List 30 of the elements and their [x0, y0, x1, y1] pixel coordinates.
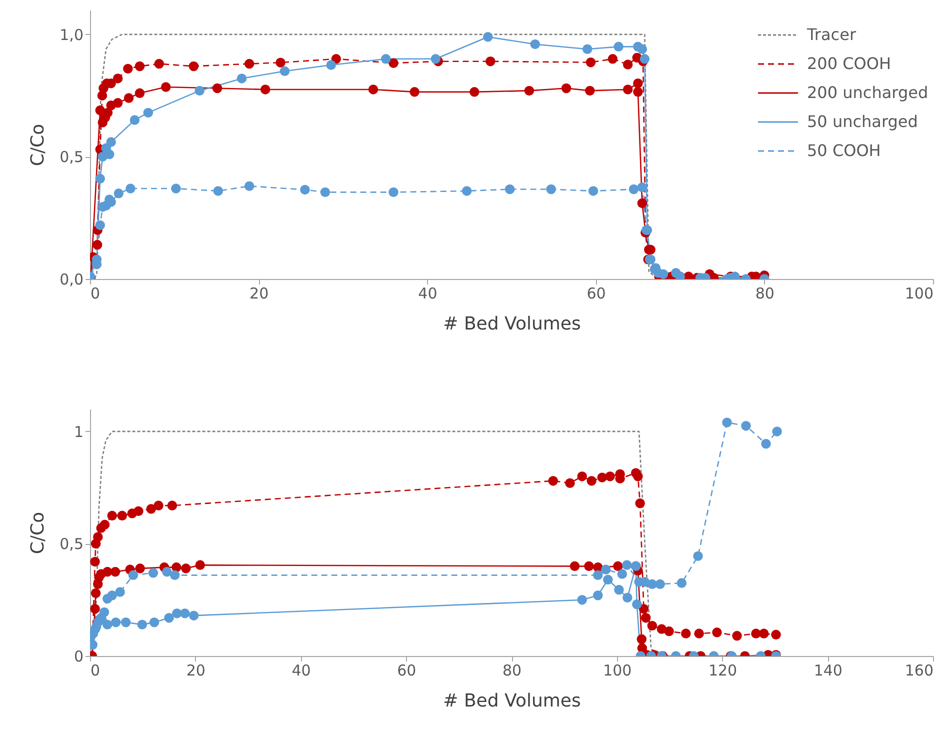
- y-tick-label: 0,5: [60, 148, 84, 166]
- x-tick-label: 0: [90, 662, 100, 680]
- x-tick-label: 20: [250, 284, 269, 302]
- y-tick-label: 0,0: [60, 270, 84, 288]
- legend-label: 200 COOH: [807, 54, 892, 73]
- x-tick-label: 60: [586, 284, 606, 302]
- x-tick-label: 100: [603, 662, 632, 680]
- x-tick-label: 140: [814, 662, 842, 680]
- y-axis-title: C/Co: [28, 512, 49, 554]
- y-tick-label: 1: [74, 422, 84, 441]
- y-tick-label: 0: [74, 648, 84, 666]
- x-axis-title: # Bed Volumes: [443, 690, 581, 712]
- x-tick-label: 120: [708, 662, 738, 680]
- x-tick-label: 40: [292, 662, 311, 680]
- x-tick-label: 60: [397, 662, 416, 680]
- x-tick-label: 0: [90, 284, 100, 302]
- y-axis-title: C/Co: [28, 124, 49, 166]
- x-axis-title: # Bed Volumes: [443, 314, 581, 334]
- x-tick-label: 160: [904, 662, 934, 680]
- legend-label: 50 COOH: [807, 141, 881, 160]
- x-tick-label: 20: [186, 662, 206, 680]
- legend-label: 200 uncharged: [807, 83, 928, 102]
- legend-label: 50 uncharged: [807, 112, 918, 131]
- y-tick-label: 1,0: [60, 26, 84, 44]
- legend-label: Tracer: [806, 25, 856, 44]
- x-tick-label: 80: [502, 662, 522, 680]
- x-tick-label: 80: [755, 284, 774, 302]
- x-tick-label: 100: [904, 284, 934, 302]
- y-tick-label: 0,5: [60, 535, 84, 554]
- x-tick-label: 40: [418, 284, 438, 302]
